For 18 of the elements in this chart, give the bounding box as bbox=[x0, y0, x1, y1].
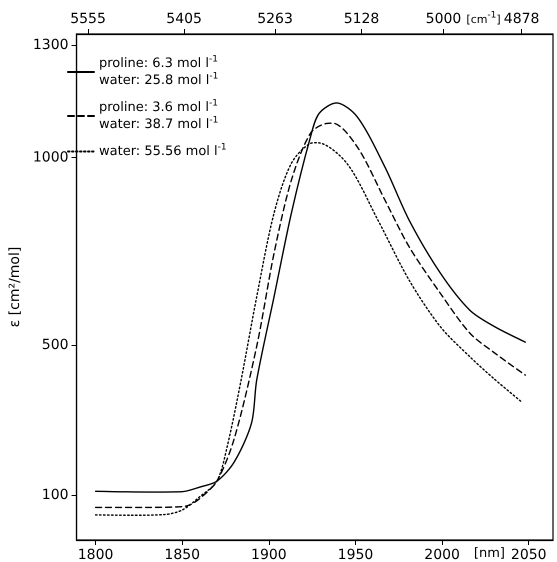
x-tick-label: 2000 bbox=[424, 547, 460, 562]
y-axis-title: ε [cm²/mol] bbox=[7, 246, 23, 328]
x2-tick-label: 5000 bbox=[426, 11, 462, 27]
y-tick-label: 1000 bbox=[32, 150, 69, 166]
x-tick-label: 1950 bbox=[338, 547, 374, 562]
x2-tick-label: 5128 bbox=[344, 11, 380, 27]
x-axis-title: [nm] bbox=[474, 546, 505, 561]
x2-tick-label: 5405 bbox=[166, 11, 202, 27]
y-tick-label: 100 bbox=[42, 487, 69, 504]
x2-tick-label: 5555 bbox=[70, 11, 106, 27]
x-tick-label: 1850 bbox=[164, 547, 200, 562]
y-tick-label: 1300 bbox=[32, 37, 69, 54]
y-tick-label: 500 bbox=[42, 337, 69, 354]
x-tick-label: 2050 bbox=[510, 547, 547, 562]
x2-tick-label: 5263 bbox=[257, 11, 293, 27]
x2-tick-label: 4878 bbox=[504, 11, 540, 27]
x-tick-label: 1900 bbox=[251, 547, 287, 562]
x-tick-label: 1800 bbox=[78, 547, 114, 562]
